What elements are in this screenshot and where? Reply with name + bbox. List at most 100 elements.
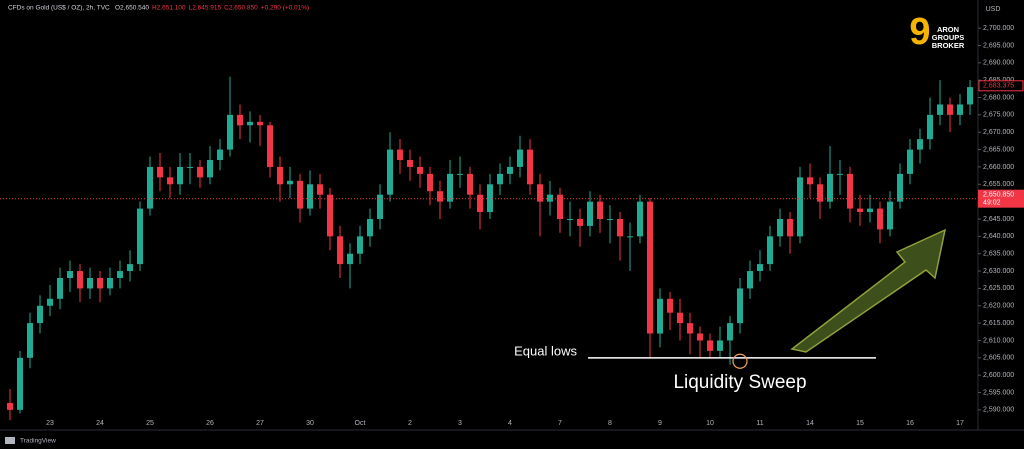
x-tick-label: 15 xyxy=(856,420,864,427)
y-tick-label: 2,605.000 xyxy=(983,355,1014,362)
candle-body xyxy=(147,166,153,209)
candle-body xyxy=(917,139,923,150)
candle-body xyxy=(407,159,413,167)
x-tick-label: 9 xyxy=(658,420,662,427)
candle-body xyxy=(467,173,473,195)
candle-body xyxy=(837,173,843,175)
x-tick-label: 2 xyxy=(408,420,412,427)
candle-body xyxy=(87,277,93,289)
candle-body xyxy=(857,208,863,213)
x-tick-label: 10 xyxy=(706,420,714,427)
candle-body xyxy=(537,184,543,202)
last-price-box xyxy=(978,189,1024,208)
candle-body xyxy=(437,191,443,202)
x-tick-label: 16 xyxy=(906,420,914,427)
candle-body xyxy=(807,177,813,185)
last-price-label: 2,650.850 xyxy=(983,192,1014,199)
candle-body xyxy=(967,87,973,105)
x-tick-label: 25 xyxy=(146,420,154,427)
candle-body xyxy=(717,340,723,351)
candle-body xyxy=(327,194,333,237)
y-tick-label: 2,595.000 xyxy=(983,389,1014,396)
candle-body xyxy=(667,298,673,313)
x-tick-label: 7 xyxy=(558,420,562,427)
candle-body xyxy=(687,323,693,334)
plot xyxy=(7,76,973,421)
candle-body xyxy=(577,218,583,226)
candle-body xyxy=(427,173,433,192)
candle-body xyxy=(77,271,83,289)
candle-body xyxy=(197,166,203,178)
x-tick-label: 8 xyxy=(608,420,612,427)
candle-body xyxy=(267,125,273,167)
candle-body xyxy=(947,104,953,115)
candle-body xyxy=(207,159,213,178)
legend-value: L2,645.915 xyxy=(189,5,222,12)
candle-body xyxy=(907,149,913,174)
y-tick-label: 2,690.000 xyxy=(983,60,1014,67)
candle-body xyxy=(447,173,453,202)
candle-body xyxy=(67,271,73,278)
x-tick-label: 24 xyxy=(96,420,104,427)
candle-body xyxy=(47,298,53,306)
y-tick-label: 2,640.000 xyxy=(983,233,1014,240)
candle-body xyxy=(387,149,393,195)
candle-body xyxy=(247,121,253,126)
candle-body xyxy=(367,218,373,237)
candle-body xyxy=(737,288,743,324)
candle-body xyxy=(297,180,303,209)
candle-body xyxy=(517,149,523,167)
candle-body xyxy=(487,184,493,213)
logo-line: ARON xyxy=(937,25,959,34)
brand-icon xyxy=(5,437,15,444)
x-tick-label: 27 xyxy=(256,420,264,427)
candle-body xyxy=(757,264,763,272)
y-tick-label: 2,620.000 xyxy=(983,303,1014,310)
candle-body xyxy=(847,173,853,209)
candle-body xyxy=(627,236,633,238)
candle-body xyxy=(177,166,183,185)
candle-body xyxy=(747,271,753,289)
y-tick-label: 2,630.000 xyxy=(983,268,1014,275)
candle-body xyxy=(597,201,603,219)
logo-line: GROUPS xyxy=(932,33,965,42)
x-tick-label: 23 xyxy=(46,420,54,427)
candle-body xyxy=(17,357,23,410)
candle-body xyxy=(557,194,563,219)
candle-body xyxy=(157,166,163,178)
candle-body xyxy=(417,166,423,174)
candle-body xyxy=(507,166,513,174)
y-tick-label: 2,590.000 xyxy=(983,407,1014,414)
y-tick-label: 2,625.000 xyxy=(983,285,1014,292)
candle-body xyxy=(677,312,683,324)
candle-body xyxy=(657,298,663,334)
candle-body xyxy=(117,271,123,278)
y-tick-label: 2,600.000 xyxy=(983,372,1014,379)
candle-body xyxy=(647,201,653,334)
equal-lows-label: Equal lows xyxy=(514,343,577,358)
candle-body xyxy=(167,177,173,185)
candle-body xyxy=(617,218,623,237)
candle-body xyxy=(827,173,833,202)
legend-value: C2,650.850 xyxy=(224,5,258,12)
candle-body xyxy=(937,104,943,115)
y-tick-label: 2,660.000 xyxy=(983,164,1014,171)
countdown: 49:02 xyxy=(983,200,1001,207)
y-tick-label: 2,645.000 xyxy=(983,216,1014,223)
x-tick-label: 30 xyxy=(306,420,314,427)
candle-body xyxy=(457,173,463,175)
candle-body xyxy=(307,184,313,209)
candle-body xyxy=(237,114,243,126)
marker-price-box xyxy=(978,80,1024,92)
candle-body xyxy=(377,194,383,219)
legend-value: H2,651.100 xyxy=(152,5,186,12)
candle-body xyxy=(567,218,573,220)
marker-price-label: 2,683.375 xyxy=(983,83,1014,90)
legend-value: +0.290 (+0.01%) xyxy=(261,5,309,12)
y-tick-label: 2,675.000 xyxy=(983,112,1014,119)
candle-body xyxy=(767,236,773,265)
candle-body xyxy=(7,402,13,410)
